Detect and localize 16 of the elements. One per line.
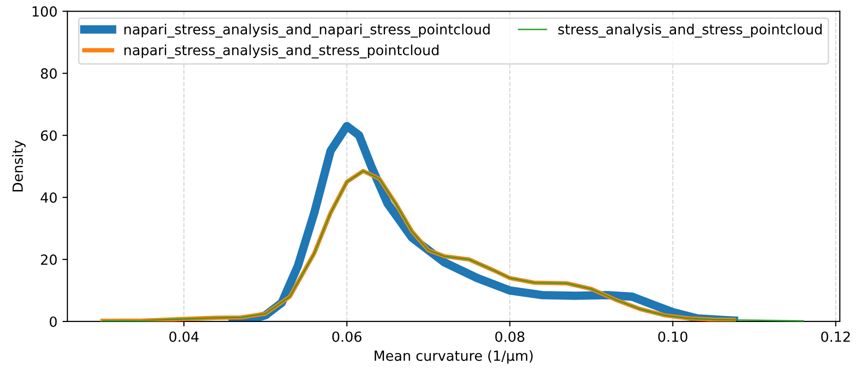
x-tick-label: 0.12 xyxy=(821,331,850,342)
y-tick-label: 80 xyxy=(40,68,57,79)
y-tick-label: 100 xyxy=(32,6,57,17)
y-tick-label: 0 xyxy=(50,316,57,327)
legend-label: napari_stress_analysis_and_stress_pointcloud xyxy=(124,44,438,58)
x-tick-label: 0.08 xyxy=(495,331,524,342)
x-tick-label: 0.10 xyxy=(658,331,688,342)
x-tick-label: 0.04 xyxy=(169,331,199,342)
y-tick-label: 40 xyxy=(40,192,57,203)
x-axis-title: Mean curvature (1/μm) xyxy=(374,350,533,364)
legend-label: napari_stress_analysis_and_napari_stress_pointcloud xyxy=(124,24,490,38)
y-tick-label: 20 xyxy=(41,254,57,265)
y-axis-title: Density xyxy=(12,140,26,192)
x-tick-label: 0.06 xyxy=(332,331,362,342)
y-tick-label: 60 xyxy=(40,130,57,141)
legend-label: stress_analysis_and_stress_pointcloud xyxy=(558,24,822,38)
